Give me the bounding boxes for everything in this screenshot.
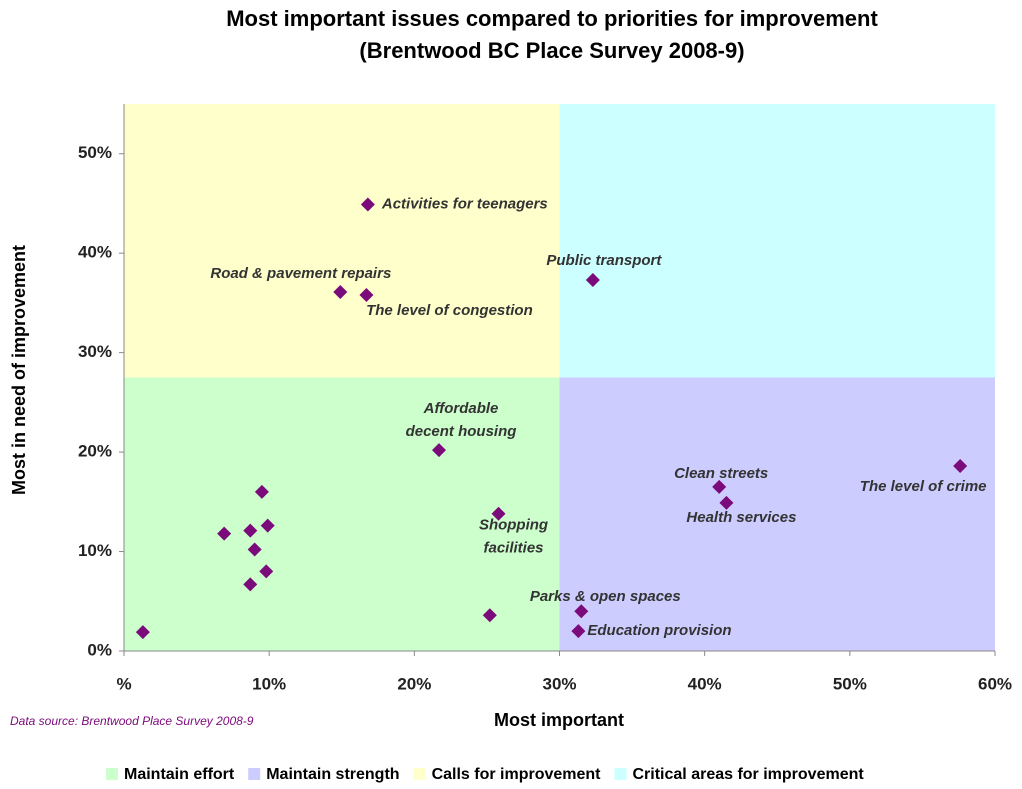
point-label: decent housing (406, 423, 517, 440)
point-label: Affordable (423, 400, 499, 417)
legend-swatch (248, 768, 261, 780)
y-axis-label: Most in need of improvement (9, 245, 29, 495)
quadrant (124, 104, 560, 378)
chart-subtitle: (Brentwood BC Place Survey 2008-9) (359, 38, 744, 63)
x-tick-label: % (116, 674, 131, 693)
y-tick-label: 20% (78, 442, 112, 461)
point (259, 564, 274, 579)
point-label: Road & pavement repairs (210, 265, 391, 282)
point-label: Clean streets (674, 465, 768, 482)
y-tick-label: 30% (78, 342, 112, 361)
x-tick-label: 10% (252, 674, 286, 693)
point (712, 479, 727, 494)
point (135, 625, 150, 640)
x-axis-label: Most important (494, 710, 624, 730)
legend-swatch (614, 768, 627, 780)
point (585, 273, 600, 288)
y-tick-label: 10% (78, 541, 112, 560)
y-tick-label: 0% (87, 640, 112, 659)
point (217, 526, 232, 541)
point-label: facilities (484, 540, 544, 557)
quadrant (559, 377, 995, 651)
point (359, 287, 374, 302)
quadrant (559, 104, 995, 378)
point (432, 443, 447, 458)
legend-swatch (413, 768, 426, 780)
point (953, 459, 968, 474)
point (243, 523, 258, 538)
y-tick-label: 50% (78, 143, 112, 162)
point (260, 518, 275, 533)
point-label: The level of congestion (366, 302, 533, 319)
point (247, 542, 262, 557)
point (571, 624, 586, 639)
point (482, 608, 497, 623)
point-label: Parks & open spaces (530, 588, 681, 605)
point (719, 495, 734, 510)
point-label: The level of crime (860, 478, 987, 495)
point-label: Health services (686, 509, 796, 526)
x-tick-label: 60% (978, 674, 1012, 693)
legend-swatch (106, 768, 118, 780)
legend-label: Maintain effort (124, 766, 235, 783)
quadrant (124, 377, 560, 651)
legend-label: Critical areas for improvement (633, 766, 865, 783)
point (574, 604, 589, 619)
point-label: Activities for teenagers (381, 195, 548, 212)
point-label: Shopping (479, 517, 548, 534)
chart-title: Most important issues compared to priori… (226, 6, 878, 31)
point-label: Public transport (546, 252, 662, 269)
legend-label: Maintain strength (266, 766, 399, 783)
y-tick-label: 40% (78, 243, 112, 262)
x-tick-label: 20% (397, 674, 431, 693)
point (360, 197, 375, 212)
point (333, 284, 348, 299)
source-note: Data source: Brentwood Place Survey 2008… (10, 714, 254, 728)
legend-label: Calls for improvement (432, 766, 602, 783)
point (491, 506, 506, 521)
point-label: Education provision (587, 622, 731, 639)
point (243, 577, 258, 592)
x-tick-label: 50% (833, 674, 867, 693)
x-tick-label: 30% (542, 674, 576, 693)
x-tick-label: 40% (688, 674, 722, 693)
point (254, 484, 269, 499)
